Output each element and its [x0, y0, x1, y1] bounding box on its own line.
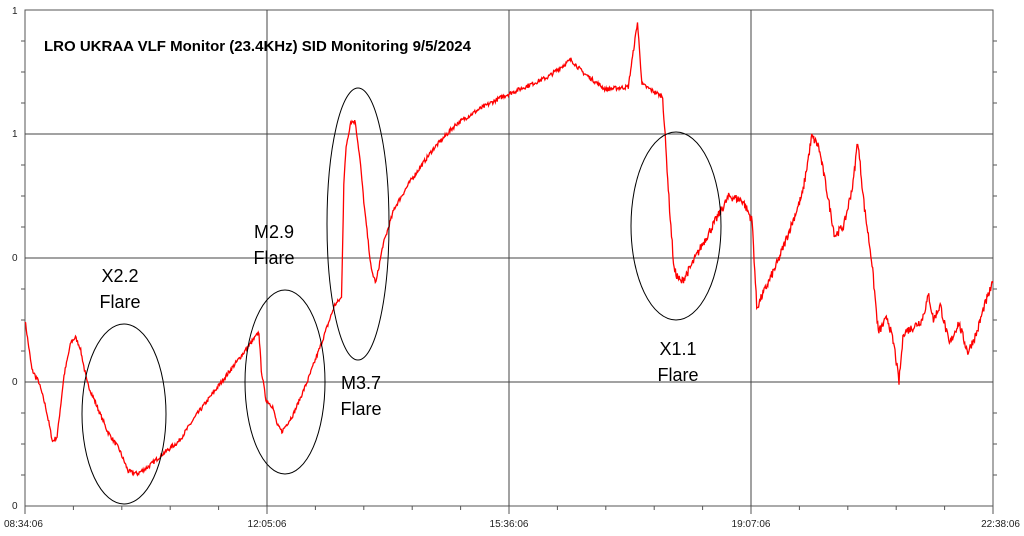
y-axis: 0 0 0 1 1 [12, 6, 997, 512]
y-tick-label: 1 [12, 6, 18, 17]
flare-ellipse [326, 87, 390, 361]
x-tick-label: 12:05:06 [248, 519, 287, 530]
signal-line [24, 22, 994, 477]
x-tick-label: 22:38:06 [981, 519, 1020, 530]
x-tick-label: 15:36:06 [490, 519, 529, 530]
flare-label: Flare [657, 365, 698, 385]
flare-label: Flare [253, 248, 294, 268]
x-axis: 08:34:06 12:05:06 15:36:06 19:07:06 22:38:06 [4, 506, 1020, 530]
y-tick-label: 0 [12, 377, 18, 388]
flare-label: M3.7 [341, 373, 381, 393]
x-tick-label: 19:07:06 [732, 519, 771, 530]
y-tick-label: 0 [12, 501, 18, 512]
grid [24, 9, 994, 507]
y-tick-label: 0 [12, 253, 18, 264]
flare-label: X2.2 [101, 266, 138, 286]
flare-ellipse [630, 131, 722, 321]
flare-label: Flare [340, 399, 381, 419]
x-tick-label: 08:34:06 [4, 519, 43, 530]
chart-title: LRO UKRAA VLF Monitor (23.4KHz) SID Moni… [44, 38, 472, 55]
y-tick-label: 1 [12, 129, 18, 140]
flare-label: M2.9 [254, 222, 294, 242]
flare-ellipse [81, 323, 167, 505]
flare-label: X1.1 [659, 339, 696, 359]
flare-annotations: X2.2 Flare M2.9 Flare M3.7 Flare X1.1 Flare [81, 87, 722, 505]
flare-label: Flare [99, 292, 140, 312]
flare-ellipse [244, 289, 326, 475]
